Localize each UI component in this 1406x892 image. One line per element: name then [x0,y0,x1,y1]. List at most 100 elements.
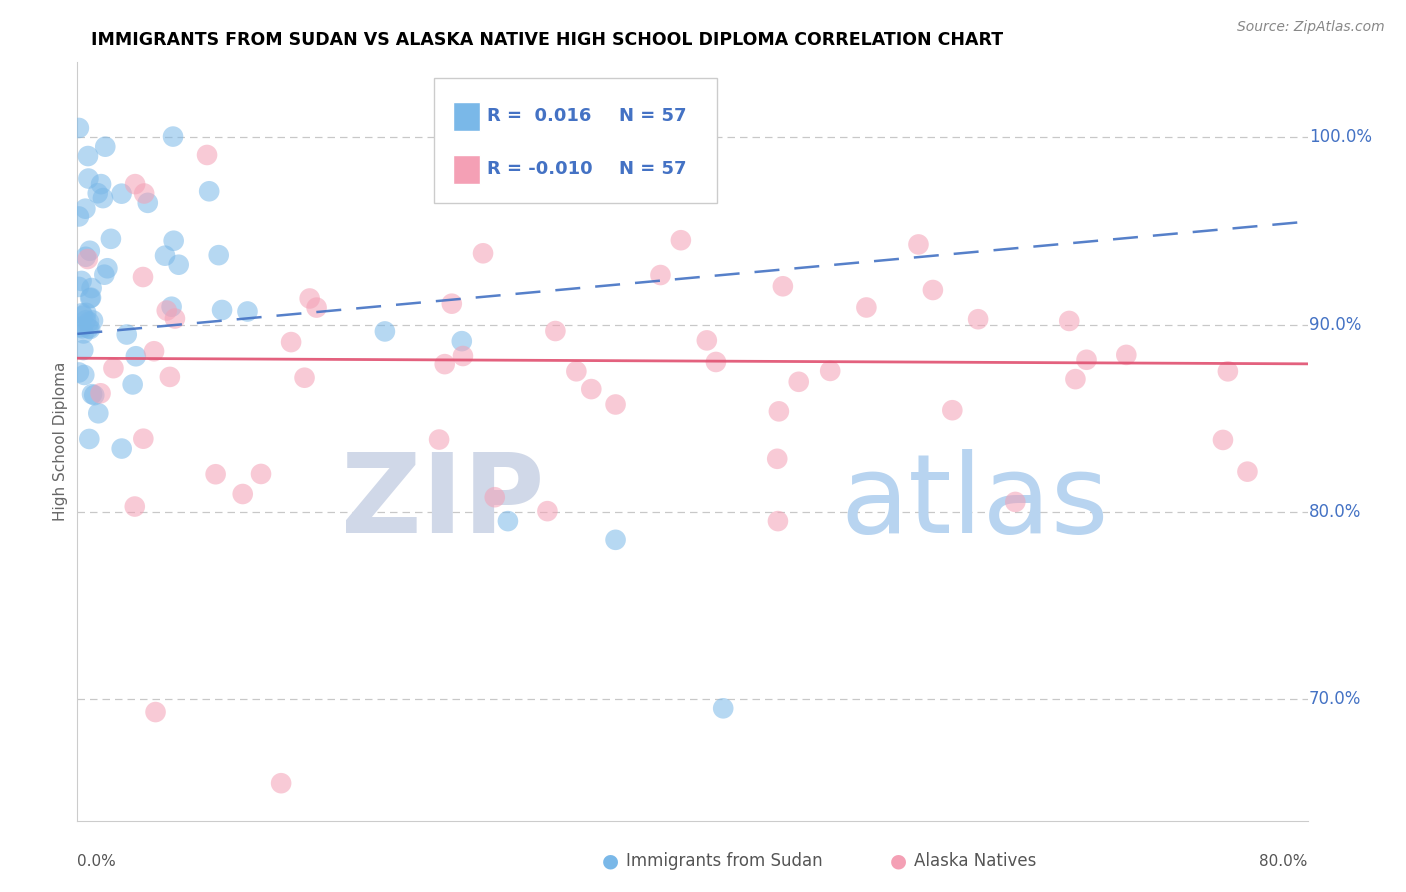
Point [93,268,115,282]
Y-axis label: High School Diploma: High School Diploma [53,362,67,521]
Point [941,403,963,417]
Point [855,301,877,315]
Point [427,433,450,447]
Text: Alaska Natives: Alaska Natives [914,852,1036,870]
Point [67,120,90,135]
Point [90,386,112,401]
Point [768,404,790,418]
Point [451,349,474,363]
Point [160,300,183,314]
Text: R = -0.010: R = -0.010 [486,161,592,178]
Point [605,533,627,547]
Point [124,177,146,191]
Point [305,301,328,315]
Point [270,776,292,790]
Point [250,467,273,481]
Point [280,335,302,350]
Point [70,321,93,335]
Point [70,274,93,288]
Point [232,487,254,501]
Point [145,705,167,719]
Point [125,349,148,363]
Point [124,500,146,514]
Point [167,258,190,272]
Point [75,313,97,327]
Point [1004,495,1026,509]
Point [79,432,101,446]
Point [1212,433,1234,447]
Point [80,281,103,295]
FancyBboxPatch shape [434,78,717,202]
Point [67,366,90,380]
Point [159,370,181,384]
Text: N = 57: N = 57 [619,161,686,178]
Point [73,368,96,382]
Text: 80.0%: 80.0% [1309,503,1361,521]
Point [967,312,990,326]
Point [433,357,456,371]
Point [711,701,734,715]
Point [77,315,100,329]
Point [650,268,672,282]
Point [136,195,159,210]
Text: R =  0.016: R = 0.016 [486,107,592,125]
Point [1216,364,1239,378]
Text: N = 57: N = 57 [619,107,686,125]
Point [374,325,396,339]
Text: atlas: atlas [841,449,1108,556]
Point [669,233,692,247]
Point [80,387,103,401]
Point [75,250,97,264]
Point [772,279,794,293]
Text: ZIP: ZIP [342,449,546,556]
Point [472,246,495,260]
Point [907,237,929,252]
Point [766,451,789,466]
Point [121,377,143,392]
Point [134,186,156,201]
Point [76,252,98,266]
Point [450,334,472,348]
Point [204,467,226,482]
Point [1057,314,1080,328]
Text: 80.0%: 80.0% [1260,855,1308,870]
Point [132,270,155,285]
Point [163,311,186,326]
Point [69,320,91,334]
Point [704,355,727,369]
Point [79,244,101,258]
Text: 0.0%: 0.0% [77,855,117,870]
Point [1115,348,1137,362]
Text: 70.0%: 70.0% [1309,690,1361,708]
Point [211,303,233,318]
Point [115,327,138,342]
Point [515,166,537,180]
Point [162,129,184,144]
Point [87,186,110,201]
Point [536,504,558,518]
Point [605,397,627,411]
Point [80,291,103,305]
Text: Source: ZipAtlas.com: Source: ZipAtlas.com [1237,20,1385,34]
Point [294,370,316,384]
Point [766,514,789,528]
Point [818,364,841,378]
Point [298,292,321,306]
Point [544,324,567,338]
Point [77,149,100,163]
Point [94,139,117,153]
Point [484,490,506,504]
Text: ●: ● [602,851,619,871]
Text: Immigrants from Sudan: Immigrants from Sudan [626,852,823,870]
FancyBboxPatch shape [453,102,479,130]
Point [72,343,94,357]
Point [96,261,118,276]
Point [87,406,110,420]
Point [163,234,186,248]
Point [581,382,603,396]
Point [75,202,97,216]
Point [696,334,718,348]
Point [82,313,104,327]
Point [496,514,519,528]
Text: ●: ● [890,851,907,871]
